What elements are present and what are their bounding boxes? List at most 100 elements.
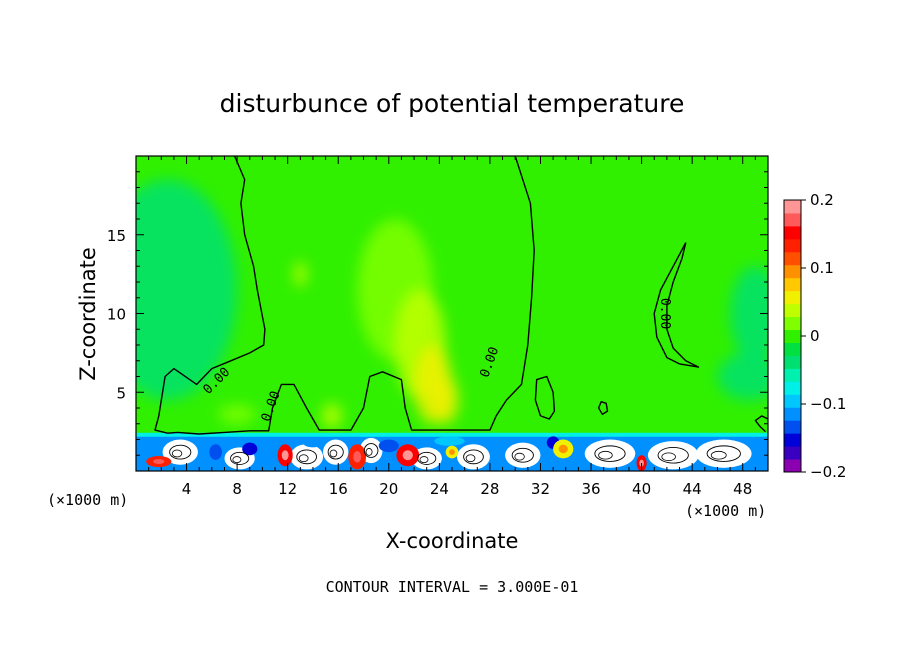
zero-contour-tiny-loop [597, 401, 609, 415]
x-tick-label: 36 [581, 480, 600, 498]
colorbar: 0.2 0.1 0 −0.1 −0.2 [783, 191, 846, 481]
colorbar-tick-label: 0.1 [810, 259, 834, 277]
surface-neutral-cell [695, 439, 752, 468]
colorbar-tick-label: −0.2 [810, 463, 846, 481]
surface-cool-blob [136, 445, 157, 456]
field-patch [218, 404, 257, 424]
surface-warm-core [402, 450, 413, 461]
field-patch [730, 266, 768, 361]
surface-warm-core [281, 450, 289, 461]
x-tick-label: 8 [232, 480, 242, 498]
surface-warm-core [153, 459, 165, 465]
surface-contour [710, 450, 727, 460]
colorbar-swatch [784, 200, 801, 214]
surface-neutral-cell [457, 444, 490, 470]
colorbar-tick-label: 0 [810, 327, 820, 345]
surface-contour [594, 445, 626, 462]
colorbar-swatch [784, 277, 801, 292]
surface-warm-core [449, 449, 455, 455]
surface-contour [706, 445, 741, 462]
x-tick-label: 16 [329, 480, 348, 498]
colorbar-swatch [784, 355, 801, 369]
surface-cool-blob [242, 442, 258, 456]
surface-contour [419, 456, 429, 464]
colorbar-swatch [784, 420, 801, 434]
colorbar-swatch [784, 459, 801, 473]
y-tick-label: 5 [116, 384, 126, 402]
colorbar-swatch [784, 316, 801, 331]
colorbar-swatch [784, 381, 801, 395]
colorbar-swatch [784, 394, 801, 408]
field-patch [136, 179, 238, 401]
surface-neutral-cell [647, 441, 699, 470]
x-tick-label: 48 [733, 480, 752, 498]
colorbar-swatch [784, 433, 801, 447]
surface-contour [169, 444, 192, 460]
surface-neutral-cell [584, 439, 636, 468]
y-axis-label: Z-coordinate [76, 247, 100, 381]
zero-contour-right-edge [754, 415, 768, 433]
colorbar-swatch [784, 342, 801, 356]
surface-cool-blob [434, 436, 465, 446]
field-patch [294, 261, 307, 287]
surface-neutral-cell [411, 447, 442, 470]
surface-contour [298, 454, 309, 463]
colorbar-tick-label: −0.1 [810, 395, 846, 413]
y-tick-label: 15 [107, 227, 126, 245]
colorbar-swatch [784, 329, 801, 343]
surface-cool-blob [570, 456, 586, 470]
zero-contour-main [154, 156, 535, 435]
colorbar-swatch [784, 225, 801, 240]
surface-cool-blob [302, 437, 324, 448]
surface-cool-blob [209, 444, 222, 460]
surface-contour [514, 452, 525, 461]
x-tick-label: 44 [683, 480, 702, 498]
y-tick-label: 10 [107, 306, 126, 324]
surface-contour [171, 449, 183, 458]
colorbar-swatch [784, 251, 801, 266]
surface-contour [232, 456, 242, 464]
x-tick-label: 28 [480, 480, 499, 498]
surface-contour [657, 447, 689, 464]
surface-contour [230, 451, 250, 465]
colorbar-swatch [784, 290, 801, 305]
x-tick-label: 24 [430, 480, 449, 498]
plot-area [136, 156, 768, 471]
surface-warm-core [558, 444, 568, 454]
colorbar-swatch [784, 303, 801, 318]
zero-contour-crescent [653, 242, 700, 368]
surface-neutral-cell [162, 439, 198, 465]
surface-contour [463, 449, 484, 465]
surface-contour [363, 443, 379, 458]
x-axis-label: X-coordinate [386, 529, 519, 553]
zero-contour-small-loop [534, 375, 556, 420]
colorbar-swatch [784, 264, 801, 279]
x-tick-label: 4 [182, 480, 192, 498]
surface-contour [365, 448, 373, 456]
colorbar-swatch [784, 212, 801, 227]
x-tick-label: 32 [531, 480, 550, 498]
x-unit-left: (×1000 m) [47, 491, 128, 509]
field-patch [433, 376, 459, 424]
surface-cool-blob [378, 439, 399, 453]
surface-contour [417, 451, 437, 465]
chart-title: disturbunce of potential temperature [220, 89, 685, 118]
x-tick-label: 20 [379, 480, 398, 498]
field-patch [321, 403, 343, 429]
colorbar-swatch [784, 446, 801, 460]
surface-contour [327, 444, 344, 460]
contour-interval-note: CONTOUR INTERVAL = 3.000E-01 [326, 578, 579, 596]
surface-contour [465, 454, 476, 463]
surface-neutral-cell [290, 444, 324, 470]
x-unit-right: (×1000 m) [685, 502, 766, 520]
surface-neutral-cell [505, 442, 541, 468]
colorbar-swatch [784, 407, 801, 421]
surface-inversion-line [136, 432, 768, 437]
surface-neutral-cell [323, 439, 349, 465]
surface-contour [511, 447, 534, 463]
surface-cool-blob [488, 441, 504, 454]
field-patch [717, 352, 768, 401]
colorbar-tick-label: 0.2 [810, 191, 834, 209]
surface-contour [296, 449, 317, 465]
